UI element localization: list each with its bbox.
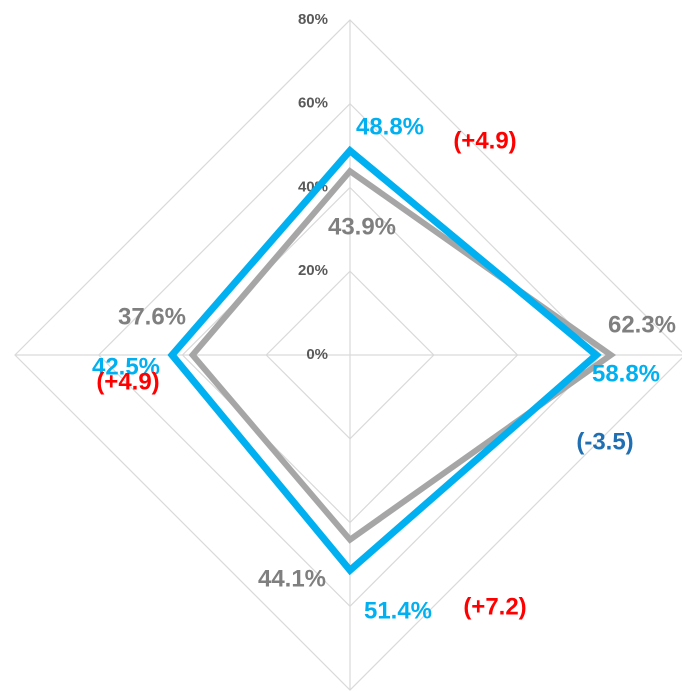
data-label: 48.8%	[356, 113, 424, 140]
annotation: (+4.9)	[453, 127, 516, 154]
y-tick-label: 80%	[298, 11, 328, 28]
y-tick-label: 20%	[298, 262, 328, 279]
data-label: 37.6%	[118, 303, 186, 330]
annotation: (+7.2)	[463, 593, 526, 620]
y-tick-label: 0%	[306, 346, 328, 363]
series-line	[167, 145, 602, 576]
data-label: 43.9%	[328, 213, 396, 240]
data-label: 42.5%	[92, 353, 160, 380]
data-label: 58.8%	[592, 360, 660, 387]
grid-line	[97, 102, 603, 608]
data-label: 44.1%	[258, 565, 326, 592]
data-label: 62.3%	[608, 311, 676, 338]
grid-line	[265, 270, 435, 440]
data-label: 51.4%	[364, 597, 432, 624]
y-tick-label: 60%	[298, 95, 328, 112]
grid-line	[14, 19, 682, 691]
annotation: (-3.5)	[576, 428, 633, 455]
annotation: (+4.9)	[96, 368, 159, 395]
